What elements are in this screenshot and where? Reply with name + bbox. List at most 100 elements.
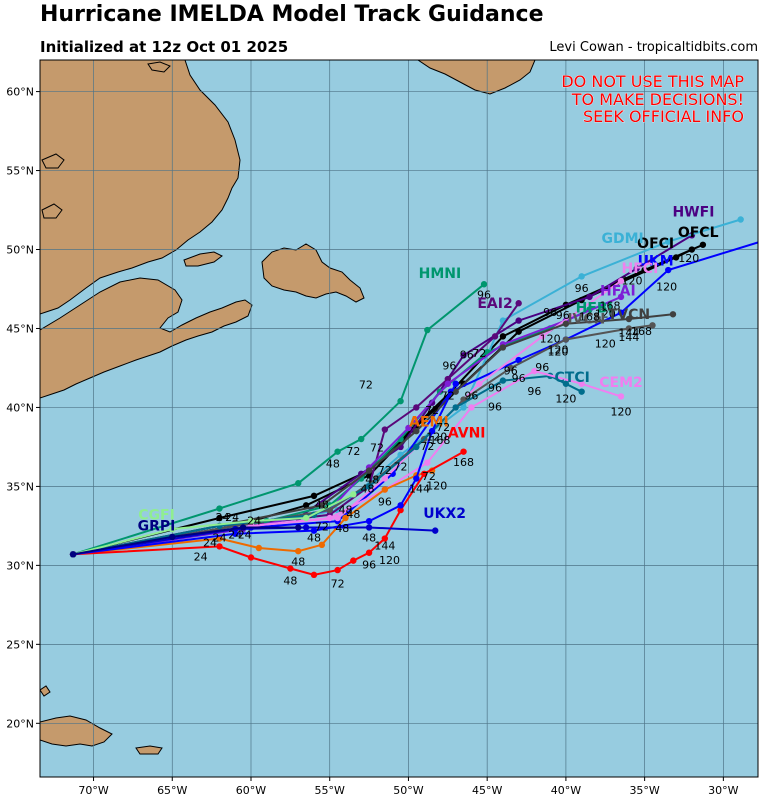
land-island-3 [41, 203, 63, 219]
model-label-cgfi: CGFI [138, 508, 175, 524]
track-point-ukx [428, 427, 436, 435]
hour-label: 96 [442, 360, 456, 373]
hour-label: 120 [656, 281, 677, 294]
track-ukm [72, 241, 758, 556]
hour-label: 96 [378, 495, 392, 508]
track-grpi [72, 526, 299, 556]
model-label-tvcn: TVCN [608, 307, 650, 323]
track-point-hfci [539, 333, 546, 340]
land-island-1 [147, 61, 171, 73]
tracks-layer [69, 216, 758, 579]
map-title: Hurricane IMELDA Model Track Guidance [40, 2, 544, 27]
track-point-tvcn [625, 315, 633, 323]
track-point-avni [460, 448, 467, 455]
track-point-grpi [295, 524, 302, 531]
track-point-avni [420, 470, 428, 477]
track-point-eai2 [413, 404, 420, 411]
hour-label: 120 [678, 252, 699, 265]
warning-line-2: TO MAKE DECISIONS! [571, 90, 744, 109]
track-point-grpi [69, 551, 77, 558]
model-label-ukx2: UKX2 [423, 506, 466, 522]
hour-label: 48 [283, 574, 297, 587]
track-point-eai2 [491, 333, 499, 340]
hour-label: 72 [436, 421, 450, 434]
hour-label: 96 [488, 382, 502, 395]
hour-label: 120 [611, 405, 632, 418]
track-point-avni [334, 566, 341, 574]
hour-label: 24 [216, 511, 230, 524]
land-greenland [417, 60, 536, 95]
track-point-aemi [255, 544, 263, 552]
axis-layer: 70°W 65°W 60°W 55°W 50°W 45°W 40°W 35°W 30°W 20°N… [6, 86, 738, 797]
model-label-ofcl: OFCL [678, 225, 719, 241]
warning-box: DO NOT USE THIS MAP TO MAKE DECISIONS! S… [561, 72, 745, 127]
track-point-ivcn [649, 322, 656, 329]
hour-label: 168 [599, 300, 620, 313]
track-point-eai2 [444, 375, 452, 383]
model-label-grpi: GRPI [138, 519, 176, 535]
track-point-ofcl [310, 492, 318, 500]
track-point-avni [365, 549, 373, 556]
track-point-ctci [578, 388, 585, 395]
track-point-hfai [444, 380, 452, 387]
track-point-hfci [334, 514, 341, 522]
tick-label-lon: 40°W [551, 784, 581, 797]
hour-label: 120 [540, 333, 561, 346]
land-quebec-south [40, 277, 253, 399]
land-anticosti [183, 251, 223, 267]
land-labrador [40, 60, 241, 315]
track-point-ofcl [216, 514, 223, 522]
track-point-cgfi [302, 514, 310, 522]
track-point-hmni [424, 326, 431, 334]
track-point-ukx [365, 517, 373, 525]
track-point-ivcn [507, 364, 514, 372]
land-bahamas [40, 685, 51, 697]
track-point-cem2 [424, 459, 431, 466]
tick-label-lat: 20°N [6, 717, 34, 730]
track-point-hfai [405, 424, 412, 432]
tick-label-lat: 35°N [6, 480, 34, 493]
tick-label-lon: 70°W [78, 784, 108, 797]
hour-label: 72 [420, 440, 434, 453]
tick-label-lat: 40°N [6, 401, 34, 414]
track-point-cgfi [247, 517, 255, 525]
hour-label: 72 [425, 404, 439, 417]
hour-label: 96 [575, 282, 589, 295]
hour-label: 24 [194, 551, 208, 564]
track-point-hwfi [515, 317, 522, 324]
track-point-hmni [358, 435, 365, 443]
track-tvcn [72, 313, 674, 556]
track-point-ukx [413, 475, 420, 482]
hour-label: 24 [203, 536, 217, 549]
hour-label: 48 [335, 522, 349, 535]
hour-label: 168 [453, 456, 474, 469]
track-point-ofci [515, 328, 522, 335]
track-point-gdmi [737, 216, 744, 223]
track-point-cgfi [169, 525, 176, 533]
hour-label: 96 [477, 288, 491, 301]
hour-label: 120 [379, 554, 400, 567]
track-point-ukm [515, 356, 522, 364]
track-point-ukx [397, 502, 404, 509]
track-point-cem2 [531, 367, 538, 375]
hour-label: 48 [361, 483, 375, 496]
track-point-hmni [216, 505, 223, 512]
hour-label: 48 [365, 473, 379, 486]
hour-label: 120 [595, 307, 616, 320]
hour-label: 72 [378, 464, 392, 477]
track-point-avni [216, 543, 223, 550]
hour-label: 96 [504, 364, 518, 377]
track-point-cem2 [578, 380, 585, 387]
track-point-eai2 [381, 426, 389, 433]
track-point-cem2 [326, 514, 333, 522]
track-point-gdmi [578, 273, 585, 280]
hour-label: 24 [247, 514, 261, 527]
hour-label: 72 [331, 577, 345, 590]
tick-label-lon: 60°W [236, 784, 266, 797]
hour-label: 96 [464, 390, 478, 403]
tick-label-lat: 60°N [6, 86, 34, 99]
hour-label: 72 [422, 470, 436, 483]
hour-label: 24 [238, 529, 252, 542]
hour-label: 24 [225, 511, 239, 524]
track-point-aemi [295, 547, 302, 555]
